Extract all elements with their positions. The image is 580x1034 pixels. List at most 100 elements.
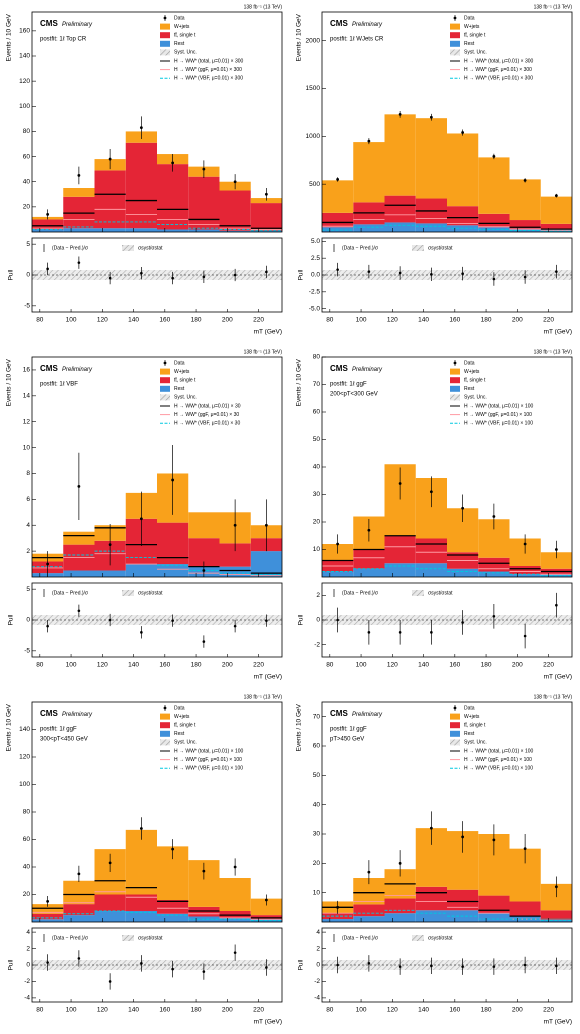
- legend-swatch: [160, 730, 170, 737]
- y-tick-label: 40: [23, 864, 31, 871]
- y-tick-label: 6: [26, 496, 30, 503]
- stack-segment: [384, 535, 416, 564]
- x-tick-label: 220: [543, 662, 554, 669]
- stack-segment: [63, 570, 95, 577]
- stack-segment: [250, 915, 282, 920]
- pull-y-tick-label: -5: [24, 648, 30, 655]
- y-tick-label: 60: [313, 409, 321, 416]
- pull-point: [202, 275, 206, 279]
- x-tick-label: 100: [66, 662, 77, 669]
- cms-label: CMS: [330, 709, 348, 718]
- x-tick-label: 160: [159, 1007, 170, 1014]
- stack-segment: [322, 227, 354, 232]
- stack-segment: [125, 829, 157, 895]
- cms-label: CMS: [40, 19, 58, 28]
- y-tick-label: 70: [313, 381, 321, 388]
- x-tick-label: 120: [97, 662, 108, 669]
- cms-label: CMS: [40, 364, 58, 373]
- legend-label: Rest: [464, 731, 475, 737]
- lumi: 138 fb⁻¹ (13 TeV): [534, 694, 573, 700]
- stack-segment: [353, 916, 385, 922]
- data-point: [77, 872, 81, 876]
- legend-swatch: [163, 706, 167, 710]
- y-tick-label: 10: [313, 889, 321, 896]
- legend-label: Data: [464, 705, 475, 711]
- x-axis-title: mT (GeV): [254, 674, 282, 681]
- stack-segment: [509, 220, 541, 229]
- y-axis-title: Events / 10 GeV: [296, 13, 303, 61]
- pull-axis-title: Pull: [8, 614, 15, 625]
- pull-axis-title: Pull: [8, 959, 15, 970]
- x-tick-label: 100: [356, 662, 367, 669]
- x-tick-label: 160: [159, 662, 170, 669]
- y-tick-label: 1500: [306, 85, 321, 92]
- stack-segment: [63, 880, 95, 905]
- legend-swatch: [160, 23, 170, 30]
- pull-y-tick-label: -4: [24, 995, 30, 1002]
- pull-point: [461, 272, 464, 275]
- x-tick-label: 140: [128, 317, 139, 324]
- pull-y-tick-label: 2: [316, 945, 320, 952]
- legend-swatch: [160, 49, 170, 56]
- pull-point: [492, 615, 496, 618]
- data-point: [108, 157, 112, 161]
- data-point: [77, 485, 81, 488]
- stack-segment: [32, 219, 64, 230]
- legend-label: H → WW* (VBF, μ=0.01) × 100: [174, 766, 243, 772]
- region-label: postfit: 1ℓ ggF: [40, 726, 77, 733]
- legend-swatch: [450, 23, 460, 30]
- legend-label: W+jets: [464, 24, 480, 30]
- stack-segment: [188, 512, 220, 539]
- data-point: [336, 905, 340, 909]
- cms-label: CMS: [40, 709, 58, 718]
- y-tick-label: 60: [313, 743, 321, 750]
- data-point: [46, 213, 50, 216]
- lumi: 138 fb⁻¹ (13 TeV): [244, 349, 283, 355]
- x-tick-label: 200: [222, 662, 233, 669]
- pull-y-tick-label: -2.5: [309, 289, 321, 296]
- pull-y-tick-label: 5: [26, 241, 30, 248]
- data-point: [554, 548, 558, 551]
- data-point: [264, 192, 268, 196]
- legend-label: tt̄, single t: [174, 32, 196, 39]
- stack-segment: [447, 133, 479, 207]
- pull-point: [555, 603, 558, 607]
- y-tick-label: 120: [19, 754, 30, 761]
- stack-segment: [384, 195, 416, 223]
- stack-segment: [353, 549, 385, 569]
- pull-point: [77, 957, 81, 960]
- stack-segment: [219, 543, 251, 567]
- pull-point: [367, 962, 371, 965]
- data-point: [202, 869, 206, 873]
- legend-swatch: [122, 935, 134, 941]
- y-tick-label: 10: [23, 444, 31, 451]
- cms-label: CMS: [330, 19, 348, 28]
- y-axis-title: Events / 10 GeV: [296, 358, 303, 406]
- x-tick-label: 220: [253, 662, 264, 669]
- stack-segment: [478, 895, 510, 914]
- legend-label: H → WW* (total, μ=0.01) × 300: [174, 58, 244, 64]
- region-label: postfit: 1ℓ ggF: [330, 381, 367, 388]
- legend-label: H → WW* (VBF, μ=0.01) × 30: [174, 421, 240, 427]
- pull-point: [265, 966, 268, 969]
- pull-point: [233, 624, 237, 628]
- legend-label: W+jets: [464, 714, 480, 720]
- x-tick-label: 180: [481, 1007, 492, 1014]
- legend-label: W+jets: [174, 714, 190, 720]
- legend-label: H → WW* (ggF, μ=0.01) × 100: [464, 757, 532, 763]
- stack-segment: [188, 906, 220, 917]
- legend-swatch: [412, 590, 424, 596]
- stack-segment: [94, 911, 126, 922]
- x-tick-label: 100: [356, 1007, 367, 1014]
- y-tick-label: 80: [23, 809, 31, 816]
- lumi: 138 fb⁻¹ (13 TeV): [244, 694, 283, 700]
- pull-point: [46, 267, 49, 271]
- stack-segment: [384, 114, 416, 196]
- pull-legend-label: (Data − Pred.)/σ: [342, 245, 379, 251]
- pull-point: [171, 276, 174, 280]
- pull-legend-label: (Data − Pred.)/σ: [52, 590, 89, 596]
- y-axis-title: Events / 10 GeV: [6, 358, 13, 406]
- x-tick-label: 160: [449, 317, 460, 324]
- pull-y-tick-label: 4: [26, 929, 30, 936]
- x-tick-label: 120: [97, 317, 108, 324]
